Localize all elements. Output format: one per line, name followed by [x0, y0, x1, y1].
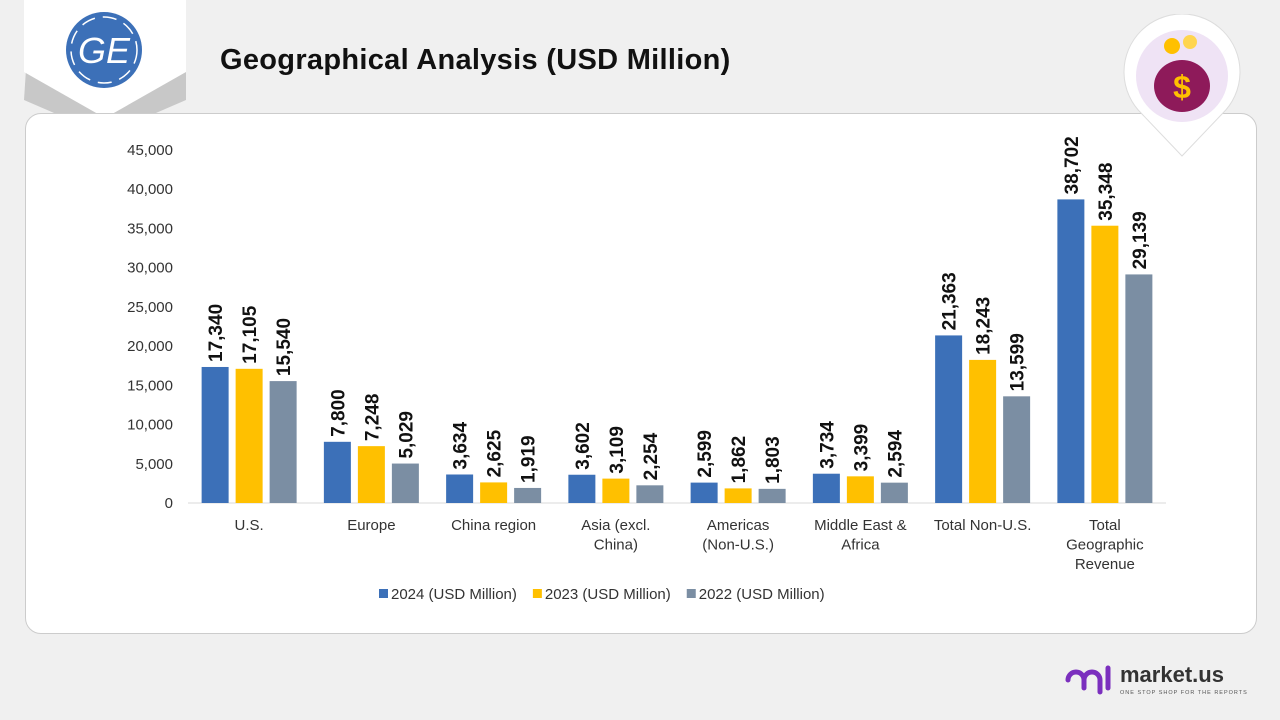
bar — [568, 474, 596, 503]
x-tick-label: Middle East & — [814, 517, 907, 534]
bar — [1057, 199, 1085, 504]
data-label: 15,540 — [274, 318, 295, 376]
bar — [1091, 225, 1119, 503]
y-tick-label: 5,000 — [135, 456, 173, 473]
y-tick-label: 25,000 — [127, 299, 173, 316]
bar — [935, 335, 963, 503]
bar — [1003, 396, 1031, 503]
bar — [446, 474, 474, 503]
bar — [391, 463, 419, 503]
legend-swatch — [379, 589, 388, 598]
bar — [636, 485, 664, 503]
chart-card — [25, 113, 1257, 634]
data-label: 1,919 — [519, 435, 540, 483]
data-label: 7,248 — [362, 394, 383, 442]
y-tick-label: 15,000 — [127, 377, 173, 394]
data-label: 18,243 — [974, 297, 995, 355]
x-tick-label: China) — [594, 537, 638, 554]
legend-label: 2024 (USD Million) — [391, 586, 517, 603]
x-tick-label: Revenue — [1075, 556, 1135, 573]
bar — [846, 476, 874, 503]
ge-logo-badge: GE — [24, 0, 186, 135]
bar — [269, 381, 297, 503]
data-label: 2,594 — [885, 430, 906, 478]
data-label: 3,109 — [607, 426, 628, 474]
data-label: 17,105 — [240, 305, 261, 364]
bar — [201, 366, 229, 503]
bar — [758, 488, 786, 503]
x-tick-label: Americas — [707, 517, 770, 534]
data-label: 38,702 — [1062, 136, 1083, 194]
x-tick-label: Africa — [841, 537, 880, 554]
bar — [690, 482, 718, 503]
y-tick-label: 45,000 — [127, 142, 173, 159]
x-tick-label: Geographic — [1066, 537, 1144, 554]
y-tick-label: 35,000 — [127, 220, 173, 237]
x-tick-label: (Non-U.S.) — [702, 537, 774, 554]
svg-text:ONE STOP SHOP FOR THE REPORTS: ONE STOP SHOP FOR THE REPORTS — [1120, 690, 1248, 696]
market-us-logo: market.us ONE STOP SHOP FOR THE REPORTS — [1065, 662, 1248, 696]
page-title: Geographical Analysis (USD Million) — [220, 44, 731, 76]
data-label: 13,599 — [1008, 333, 1029, 391]
data-label: 21,363 — [940, 272, 961, 330]
bar — [235, 368, 263, 503]
x-tick-label: Total Non-U.S. — [934, 517, 1032, 534]
bar — [480, 482, 508, 503]
data-label: 1,803 — [763, 436, 784, 484]
svg-text:GE: GE — [78, 30, 131, 71]
data-label: 17,340 — [206, 304, 227, 362]
y-tick-label: 20,000 — [127, 338, 173, 355]
data-label: 35,348 — [1096, 163, 1117, 221]
legend-label: 2023 (USD Million) — [545, 586, 671, 603]
y-tick-label: 0 — [165, 495, 173, 512]
data-label: 2,599 — [695, 430, 716, 478]
data-label: 2,625 — [485, 429, 506, 477]
legend-swatch — [532, 589, 542, 598]
x-tick-label: China region — [451, 517, 536, 534]
bar — [602, 478, 630, 503]
x-tick-label: Europe — [347, 517, 395, 534]
bar — [880, 482, 908, 503]
bar — [357, 446, 385, 503]
legend-swatch — [686, 589, 696, 598]
data-label: 3,399 — [851, 424, 872, 472]
x-tick-label: Asia (excl. — [581, 517, 650, 534]
svg-text:$: $ — [1173, 69, 1191, 105]
x-tick-label: U.S. — [235, 517, 264, 534]
data-label: 29,139 — [1130, 211, 1151, 269]
data-label: 1,862 — [729, 436, 750, 484]
y-tick-label: 30,000 — [127, 260, 173, 277]
legend-label: 2022 (USD Million) — [699, 586, 825, 603]
bar — [969, 359, 997, 503]
svg-text:market.us: market.us — [1120, 662, 1224, 687]
bar — [1125, 274, 1153, 503]
y-tick-label: 10,000 — [127, 417, 173, 434]
data-label: 7,800 — [328, 389, 349, 437]
bar — [812, 473, 840, 503]
money-bag-pin-icon: $ — [1123, 14, 1241, 157]
x-tick-label: Total — [1089, 517, 1121, 534]
data-label: 3,734 — [817, 421, 838, 469]
data-label: 2,254 — [641, 432, 662, 480]
data-label: 3,634 — [451, 422, 472, 470]
data-label: 3,602 — [573, 422, 594, 470]
data-label: 5,029 — [396, 411, 417, 459]
bar — [323, 441, 351, 503]
y-tick-label: 40,000 — [127, 181, 173, 198]
bar — [724, 488, 752, 503]
bar — [514, 487, 542, 503]
